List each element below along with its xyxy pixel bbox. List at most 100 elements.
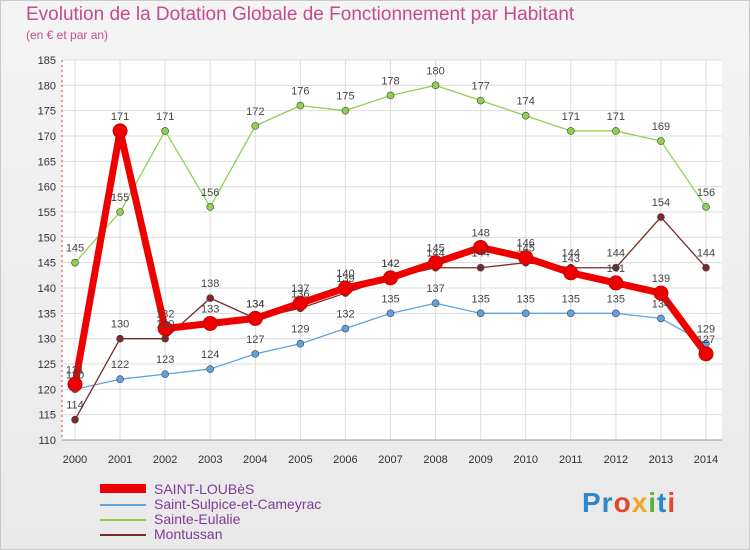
data-label: 145 (517, 243, 535, 255)
data-point (476, 96, 485, 105)
data-label: 122 (111, 359, 129, 371)
data-point (702, 203, 710, 211)
legend-swatch (100, 534, 146, 536)
data-point (161, 127, 169, 135)
data-point (116, 334, 124, 343)
data-label: 169 (652, 121, 670, 133)
data-point (657, 137, 665, 145)
data-label: 174 (517, 96, 535, 108)
data-label: 127 (246, 334, 264, 346)
x-tick-label: 2007 (378, 454, 402, 466)
data-label: 145 (66, 243, 84, 255)
data-point (71, 415, 79, 424)
data-point (386, 309, 395, 318)
data-point (206, 203, 215, 211)
y-tick-label: 130 (38, 334, 56, 346)
data-label: 144 (471, 248, 489, 260)
data-label: 137 (426, 283, 444, 295)
legend-label: Saint-Sulpice-et-Cameyrac (154, 496, 322, 512)
x-tick-label: 2004 (243, 454, 267, 466)
y-tick-label: 125 (38, 359, 56, 371)
x-tick-label: 2014 (694, 454, 718, 466)
data-label: 144 (426, 248, 444, 260)
data-label: 172 (246, 106, 264, 118)
data-point (657, 314, 665, 323)
data-point (251, 122, 260, 130)
data-point (473, 239, 489, 255)
data-label: 141 (607, 263, 625, 275)
y-tick-label: 180 (38, 80, 56, 92)
data-label: 155 (111, 192, 129, 204)
data-point (296, 339, 305, 348)
y-tick-label: 185 (38, 55, 56, 67)
y-tick-label: 175 (38, 106, 56, 118)
data-label: 135 (562, 293, 580, 305)
y-tick-label: 170 (38, 131, 56, 143)
data-label: 129 (291, 324, 309, 336)
data-label: 180 (426, 65, 444, 77)
y-tick-label: 155 (38, 207, 56, 219)
data-label: 136 (291, 288, 309, 300)
data-point (608, 275, 624, 291)
plot-area (62, 60, 722, 440)
data-point (476, 309, 485, 318)
x-tick-label: 2003 (198, 454, 222, 466)
data-label: 140 (336, 268, 354, 280)
data-label: 134 (652, 298, 670, 310)
data-label: 133 (201, 303, 219, 315)
data-point (67, 376, 83, 392)
y-tick-label: 110 (38, 435, 56, 447)
proxiti-logo: Proxiti (582, 487, 677, 518)
data-label: 177 (471, 81, 489, 93)
x-tick-label: 2002 (153, 454, 177, 466)
data-label: 145 (426, 243, 444, 255)
data-label: 171 (562, 111, 580, 123)
data-label: 135 (471, 293, 489, 305)
data-label: 134 (246, 298, 264, 310)
data-point (431, 299, 440, 308)
legend-label: SAINT-LOUBèS (154, 481, 255, 497)
data-label: 144 (562, 248, 580, 260)
data-point (206, 294, 215, 302)
data-point (657, 213, 665, 221)
data-point (476, 263, 485, 272)
data-point (251, 350, 260, 358)
x-tick-label: 2013 (649, 454, 673, 466)
data-label: 143 (562, 253, 580, 265)
data-point (116, 208, 124, 216)
data-point (116, 375, 124, 384)
data-label: 135 (517, 293, 535, 305)
y-tick-label: 135 (38, 308, 56, 320)
data-point (612, 263, 620, 272)
data-label: 156 (697, 187, 715, 199)
legend-swatch (100, 519, 146, 521)
data-point (386, 91, 395, 100)
x-tick-label: 2001 (108, 454, 132, 466)
data-label: 139 (652, 273, 670, 285)
data-label: 127 (697, 334, 715, 346)
data-point (428, 255, 444, 271)
data-label: 123 (156, 354, 174, 366)
data-point (383, 270, 398, 286)
data-point (341, 106, 350, 115)
y-tick-label: 120 (38, 384, 56, 396)
x-tick-label: 2008 (423, 454, 447, 466)
data-label: 144 (607, 248, 625, 260)
data-label: 132 (156, 309, 174, 321)
data-label: 171 (156, 111, 174, 123)
x-tick-label: 2000 (63, 454, 87, 466)
data-point (521, 309, 530, 318)
y-tick-label: 165 (38, 156, 56, 168)
chart-subtitle: (en € et par an) (26, 28, 109, 42)
y-tick-label: 150 (38, 232, 56, 244)
data-label: 130 (111, 319, 129, 331)
data-point (563, 265, 579, 281)
y-tick-label: 145 (38, 258, 56, 270)
chart-title: Evolution de la Dotation Globale de Fonc… (26, 4, 575, 25)
data-label: 137 (291, 283, 309, 295)
data-label: 142 (381, 258, 399, 270)
data-label: 146 (517, 238, 535, 250)
data-label: 114 (66, 400, 84, 412)
data-point (518, 250, 534, 266)
data-label: 138 (201, 278, 219, 290)
